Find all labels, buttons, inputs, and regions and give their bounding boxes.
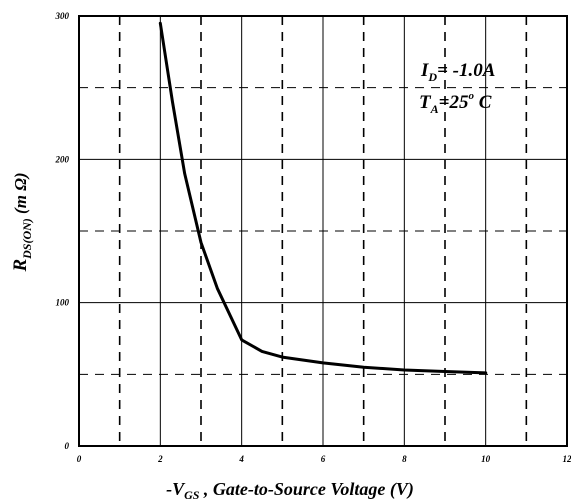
- tick-labels: 0 2 4 6 8 10 12 0 100 200 300: [55, 11, 571, 464]
- annotation-ta-unit: C: [474, 92, 492, 113]
- y-tick-label-0: 0: [65, 441, 70, 451]
- x-axis-title-rest: , Gate-to-Source Voltage (V): [199, 479, 413, 500]
- annotation-drain-current: ID= -1.0A: [420, 60, 495, 84]
- annotation-id-rest: = -1.0A: [437, 60, 495, 81]
- annotation-id-main: I: [420, 60, 429, 81]
- series-line-0: [158, 21, 488, 375]
- x-tick-label-6: 6: [321, 454, 326, 464]
- x-axis-title-subscript: GS: [184, 488, 200, 502]
- x-tick-label-0: 0: [77, 454, 82, 464]
- x-tick-label-12: 12: [563, 454, 571, 464]
- x-tick-label-10: 10: [481, 454, 491, 464]
- y-tick-label-200: 200: [55, 154, 70, 164]
- x-tick-label-8: 8: [402, 454, 407, 464]
- annotation-ta-superscript: o: [468, 90, 474, 102]
- y-axis-title-main: R: [10, 259, 31, 273]
- x-tick-label-4: 4: [238, 454, 244, 464]
- y-axis-title-subscript: DS(ON): [20, 218, 34, 260]
- y-tick-label-300: 300: [55, 11, 70, 21]
- annotation-ta-subscript: A: [430, 102, 439, 116]
- annotation-ta-main: T: [419, 92, 432, 113]
- data-series: [158, 21, 488, 375]
- annotation-ambient-temp: TA=25o C: [419, 90, 492, 116]
- y-tick-label-100: 100: [56, 298, 70, 308]
- y-axis-title: RDS(ON) (m Ω): [10, 172, 34, 272]
- x-tick-label-2: 2: [157, 454, 163, 464]
- annotation-id-subscript: D: [427, 70, 437, 84]
- plot-frame: [78, 15, 568, 447]
- x-axis-title: -VGS , Gate-to-Source Voltage (V): [166, 479, 414, 502]
- y-axis-title-unit: (m Ω): [11, 172, 30, 218]
- grid-lines: [79, 16, 567, 446]
- annotation-ta-rest: =25: [439, 92, 469, 113]
- x-axis-title-prefix: -V: [166, 479, 186, 499]
